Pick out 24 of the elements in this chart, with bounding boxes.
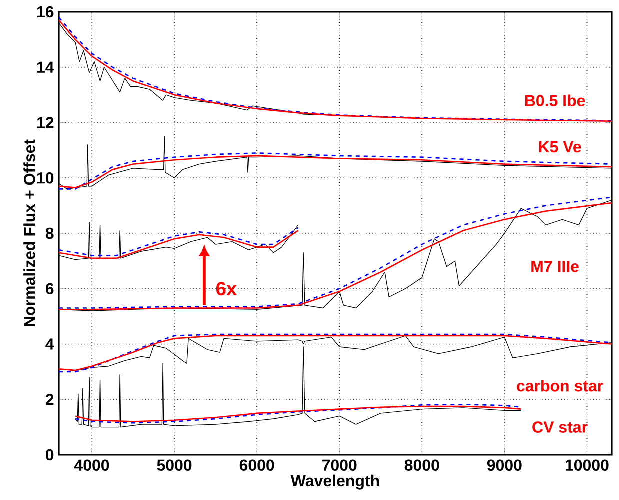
annotation: K5 Ve — [539, 142, 582, 153]
y-tick-label: 12 — [38, 117, 54, 128]
x-tick-label: 9000 — [487, 460, 522, 472]
y-tick-label: 6 — [46, 283, 54, 295]
x-tick-label: 7000 — [322, 460, 357, 472]
y-tick-label: 16 — [38, 6, 54, 18]
x-tick-label: 4000 — [74, 460, 110, 472]
x-axis-title: Wavelength — [290, 474, 380, 490]
y-axis-title: Normalized Flux + Offset — [24, 140, 36, 326]
x-tick-label: 6000 — [240, 460, 274, 472]
y-tick-label: 4 — [46, 338, 54, 350]
annotation: M7 IIIe — [532, 261, 579, 272]
annotation: CV star — [532, 422, 588, 433]
y-tick-label: 0 — [46, 449, 54, 461]
annotation: B0.5 Ibe — [525, 94, 586, 106]
x-tick-label: 10000 — [566, 460, 609, 472]
y-tick-label: 10 — [38, 172, 54, 184]
annotation: carbon star — [517, 380, 604, 392]
x-tick-label: 8000 — [404, 460, 440, 472]
annotation: 6x — [216, 282, 237, 296]
x-tick-label: 5000 — [157, 460, 192, 472]
y-tick-label: 14 — [38, 62, 54, 73]
y-tick-label: 8 — [46, 228, 54, 240]
y-tick-label: 2 — [46, 394, 54, 406]
